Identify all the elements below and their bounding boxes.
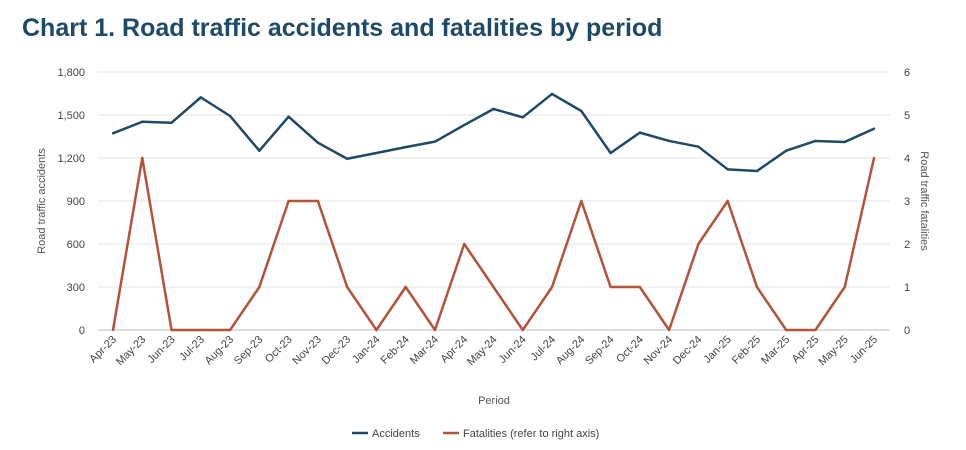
- data-point: [463, 242, 466, 246]
- data-point: [843, 140, 846, 144]
- x-tick-label: Mar-24: [408, 334, 441, 367]
- data-point: [667, 328, 671, 332]
- y-tick-label: 600: [67, 239, 85, 251]
- data-point: [375, 328, 378, 332]
- data-point: [492, 285, 495, 289]
- x-tick-label: Dec-24: [671, 334, 705, 368]
- y2-tick-label: 3: [904, 196, 910, 208]
- x-tick-label: Feb-24: [379, 334, 412, 367]
- data-point: [784, 328, 788, 332]
- data-point: [609, 151, 612, 155]
- data-point: [843, 285, 846, 289]
- x-tick-label: May-23: [114, 334, 148, 368]
- x-tick-label: Mar-25: [759, 334, 792, 367]
- y2-tick-label: 2: [904, 239, 910, 251]
- x-tick-label: Aug-24: [554, 334, 588, 368]
- chart-title: Chart 1. Road traffic accidents and fata…: [22, 14, 663, 42]
- data-point: [375, 151, 378, 155]
- x-tick-label: Jun-23: [145, 334, 177, 366]
- data-point: [141, 156, 144, 160]
- data-point: [199, 328, 203, 332]
- y-tick-label: 1,200: [57, 153, 85, 165]
- y2-tick-label: 6: [904, 67, 910, 79]
- data-point: [521, 116, 524, 119]
- x-tick-label: Sep-24: [583, 334, 617, 368]
- x-tick-label: May-25: [816, 334, 850, 368]
- legend-label: Fatalities (refer to right axis): [463, 428, 599, 440]
- data-point: [433, 328, 437, 332]
- data-point: [814, 139, 817, 143]
- data-point: [697, 145, 700, 148]
- data-point: [404, 285, 407, 289]
- data-point: [287, 199, 290, 203]
- data-point: [228, 114, 232, 118]
- data-point: [199, 96, 203, 99]
- x-tick-label: Nov-24: [642, 334, 676, 368]
- x-tick-label: May-24: [465, 334, 499, 368]
- data-point: [433, 140, 437, 143]
- data-point: [667, 139, 671, 143]
- data-point: [550, 285, 554, 289]
- x-tick-label: Jun-24: [497, 334, 529, 366]
- x-axis-label: Period: [478, 395, 510, 407]
- y2-tick-label: 5: [904, 110, 910, 122]
- x-tick-label: Sep-23: [232, 334, 266, 368]
- data-point: [784, 149, 788, 152]
- data-point: [638, 131, 642, 134]
- data-point: [316, 199, 320, 203]
- data-point: [111, 132, 115, 135]
- y2-tick-label: 1: [904, 282, 910, 294]
- data-point: [170, 121, 173, 124]
- data-point: [258, 285, 261, 289]
- data-point: [404, 145, 407, 149]
- data-point: [521, 328, 524, 332]
- data-point: [814, 328, 817, 332]
- y2-axis-label: Road traffic fatalities: [918, 151, 930, 251]
- data-point: [345, 157, 349, 160]
- series-line-accidents: [112, 92, 875, 173]
- x-tick-label: Oct-23: [263, 334, 295, 366]
- data-point: [492, 107, 495, 111]
- data-point: [316, 141, 320, 144]
- data-point: [755, 285, 759, 289]
- y-tick-label: 1,500: [57, 110, 85, 122]
- y-tick-label: 300: [67, 282, 85, 294]
- data-point: [872, 127, 876, 130]
- y-tick-label: 1,800: [57, 67, 85, 79]
- y-tick-label: 900: [67, 196, 85, 208]
- x-tick-label: Oct-24: [614, 334, 646, 366]
- x-tick-label: Nov-23: [290, 334, 324, 368]
- data-point: [463, 123, 466, 127]
- data-point: [697, 242, 700, 246]
- x-tick-label: Aug-23: [203, 334, 237, 368]
- x-tick-label: Dec-23: [320, 334, 354, 368]
- y2-tick-label: 0: [904, 325, 910, 337]
- legend-label: Accidents: [372, 428, 420, 440]
- data-point: [228, 328, 232, 332]
- data-point: [726, 168, 729, 171]
- data-point: [170, 328, 173, 332]
- x-tick-label: Feb-25: [730, 334, 763, 367]
- data-point: [755, 169, 759, 173]
- data-point: [345, 285, 349, 289]
- data-point: [609, 285, 612, 289]
- x-tick-label: Jan-24: [350, 334, 382, 366]
- data-point: [111, 328, 115, 332]
- y-tick-label: 0: [79, 325, 85, 337]
- data-point: [287, 115, 290, 118]
- data-point: [872, 156, 876, 160]
- data-point: [580, 199, 583, 203]
- x-tick-label: Jun-25: [848, 334, 880, 366]
- data-point: [550, 92, 554, 96]
- y-axis-label: Road traffic accidents: [36, 148, 48, 254]
- data-point: [580, 109, 583, 113]
- y2-tick-label: 4: [904, 153, 910, 165]
- x-tick-label: Jan-25: [702, 334, 734, 366]
- data-point: [258, 149, 261, 152]
- data-point: [726, 199, 729, 203]
- data-point: [638, 285, 642, 289]
- data-point: [141, 120, 144, 123]
